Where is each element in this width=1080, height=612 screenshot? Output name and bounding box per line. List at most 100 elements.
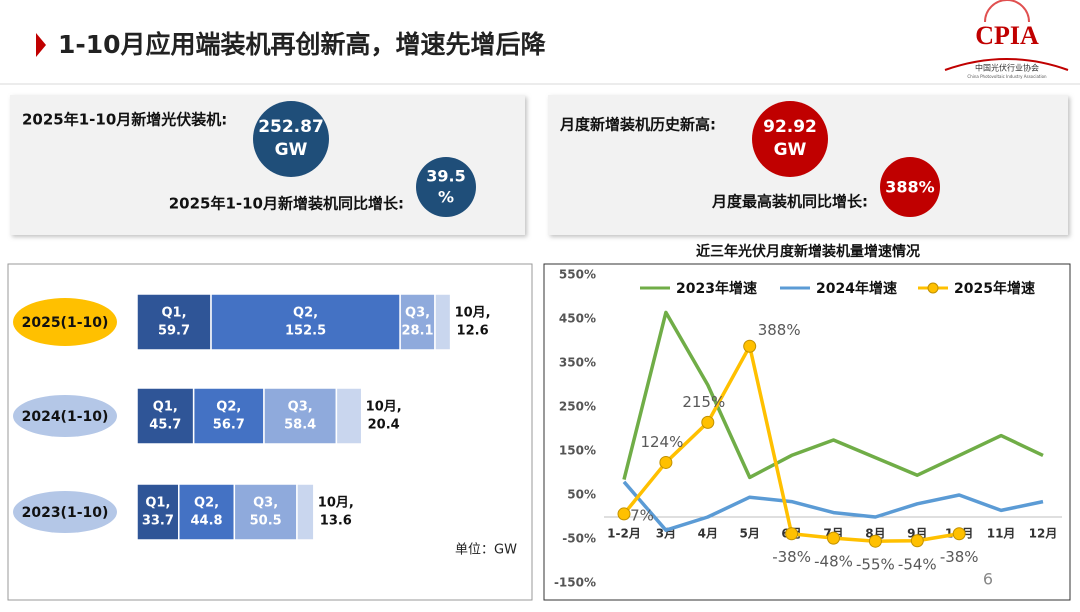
category-label: 2024(1-10) [22, 409, 109, 425]
logo-english: China Photovoltaic Industry Association [967, 74, 1047, 79]
summary-circle [752, 101, 828, 177]
x-tick-label: 4月 [698, 527, 718, 541]
legend-marker [927, 282, 939, 294]
chart-title: 近三年光伏月度新增装机量增速情况 [696, 243, 920, 260]
point-marker [868, 534, 882, 548]
bar-segment [136, 483, 180, 541]
legend-label: 2024年增速 [816, 280, 897, 297]
segment-name: Q1, [161, 306, 186, 321]
summary-label: 月度新增装机历史新高: [559, 116, 716, 134]
summary-label: 月度最高装机同比增长: [711, 193, 868, 211]
segment-name: Q1, [145, 496, 170, 511]
page-number: 6 [983, 570, 993, 589]
summary-label: 2025年1-10月新增光伏装机: [22, 111, 227, 129]
category-pill [13, 491, 117, 533]
summary-unit: GW [275, 140, 308, 160]
x-tick-label: 1-2月 [607, 527, 641, 541]
y-tick-label: 350% [559, 356, 596, 370]
slide-title: 1-10月应用端装机再创新高，增速先增后降 [58, 30, 547, 59]
summary-value: 92.92 [763, 117, 817, 137]
logo-swoosh [944, 58, 1069, 71]
segment-name: Q1, [153, 400, 178, 415]
segment-value: 13.6 [320, 514, 352, 529]
summary-value: 252.87 [258, 117, 324, 137]
segment-value: 50.5 [250, 514, 282, 529]
logo-sun [984, 0, 1030, 23]
point-marker [659, 455, 673, 469]
segment-value: 28.1 [402, 324, 434, 339]
segment-value: 58.4 [284, 418, 316, 433]
data-label: -54% [898, 555, 937, 573]
x-tick-label: 5月 [740, 527, 760, 541]
category-pill [13, 298, 117, 346]
segment-name: 10月, [318, 496, 354, 511]
segment-name: 10月, [366, 400, 402, 415]
bar-segment [136, 293, 212, 351]
point-marker [952, 527, 966, 541]
title-marker [36, 33, 46, 57]
y-tick-label: 450% [559, 312, 596, 326]
point-marker [701, 415, 715, 429]
x-tick-label: 12月 [1029, 527, 1058, 541]
data-label: -38% [940, 548, 979, 566]
summary-label: 2025年1-10月新增装机同比增长: [169, 195, 404, 213]
series-line [622, 310, 1044, 481]
legend-label: 2025年增速 [954, 280, 1035, 297]
segment-value: 59.7 [158, 324, 190, 339]
bar-segment [399, 293, 436, 351]
line-panel [543, 263, 1071, 601]
segment-name: Q2, [194, 496, 219, 511]
category-label: 2023(1-10) [22, 505, 109, 521]
logo-name: CPIA [975, 21, 1039, 50]
y-tick-label: 50% [567, 488, 596, 502]
point-marker [785, 527, 799, 541]
point-marker [743, 339, 757, 353]
segment-value: 152.5 [285, 324, 326, 339]
series-line [622, 480, 1044, 532]
data-label: 388% [758, 321, 801, 339]
y-tick-label: -150% [554, 576, 596, 590]
data-label: 215% [682, 393, 725, 411]
y-tick-label: 250% [559, 400, 596, 414]
segment-name: Q2, [216, 400, 241, 415]
x-tick-label: 11月 [987, 527, 1016, 541]
legend-label: 2023年增速 [676, 280, 757, 297]
logo: CPIA 中国光伏行业协会 China Photovoltaic Industr… [944, 0, 1069, 79]
bar-segment [233, 483, 298, 541]
segment-value: 20.4 [368, 418, 400, 433]
y-tick-label: 150% [559, 444, 596, 458]
summary-value: 388% [885, 178, 934, 197]
summary-unit: GW [774, 140, 807, 160]
bar-segment [136, 387, 195, 445]
data-label: -55% [856, 556, 895, 574]
data-label: 124% [640, 433, 683, 451]
data-label: -48% [814, 553, 853, 571]
segment-value: 56.7 [213, 418, 245, 433]
segment-name: 10月, [455, 306, 491, 321]
segment-value: 45.7 [149, 418, 181, 433]
unit-label: 单位：GW [455, 543, 517, 558]
segment-value: 12.6 [457, 324, 489, 339]
summary-unit: % [438, 188, 454, 207]
bar-segment [178, 483, 236, 541]
summary-circle [880, 157, 940, 217]
summary-circle [416, 157, 476, 217]
point-marker [910, 534, 924, 548]
segment-name: Q3, [288, 400, 313, 415]
y-tick-label: -50% [562, 532, 596, 546]
segment-name: Q3, [405, 306, 430, 321]
segment-value: 33.7 [142, 514, 174, 529]
data-label: -38% [772, 548, 811, 566]
bar-segment [296, 483, 315, 541]
point-marker [827, 531, 840, 545]
bar-segment [335, 387, 363, 445]
data-label: 7% [630, 506, 654, 524]
segment-value: 44.8 [191, 514, 223, 529]
bar-segment [210, 293, 401, 351]
segment-name: Q2, [293, 306, 318, 321]
category-pill [13, 395, 117, 437]
category-label: 2025(1-10) [22, 315, 109, 331]
segment-name: Q3, [253, 496, 278, 511]
